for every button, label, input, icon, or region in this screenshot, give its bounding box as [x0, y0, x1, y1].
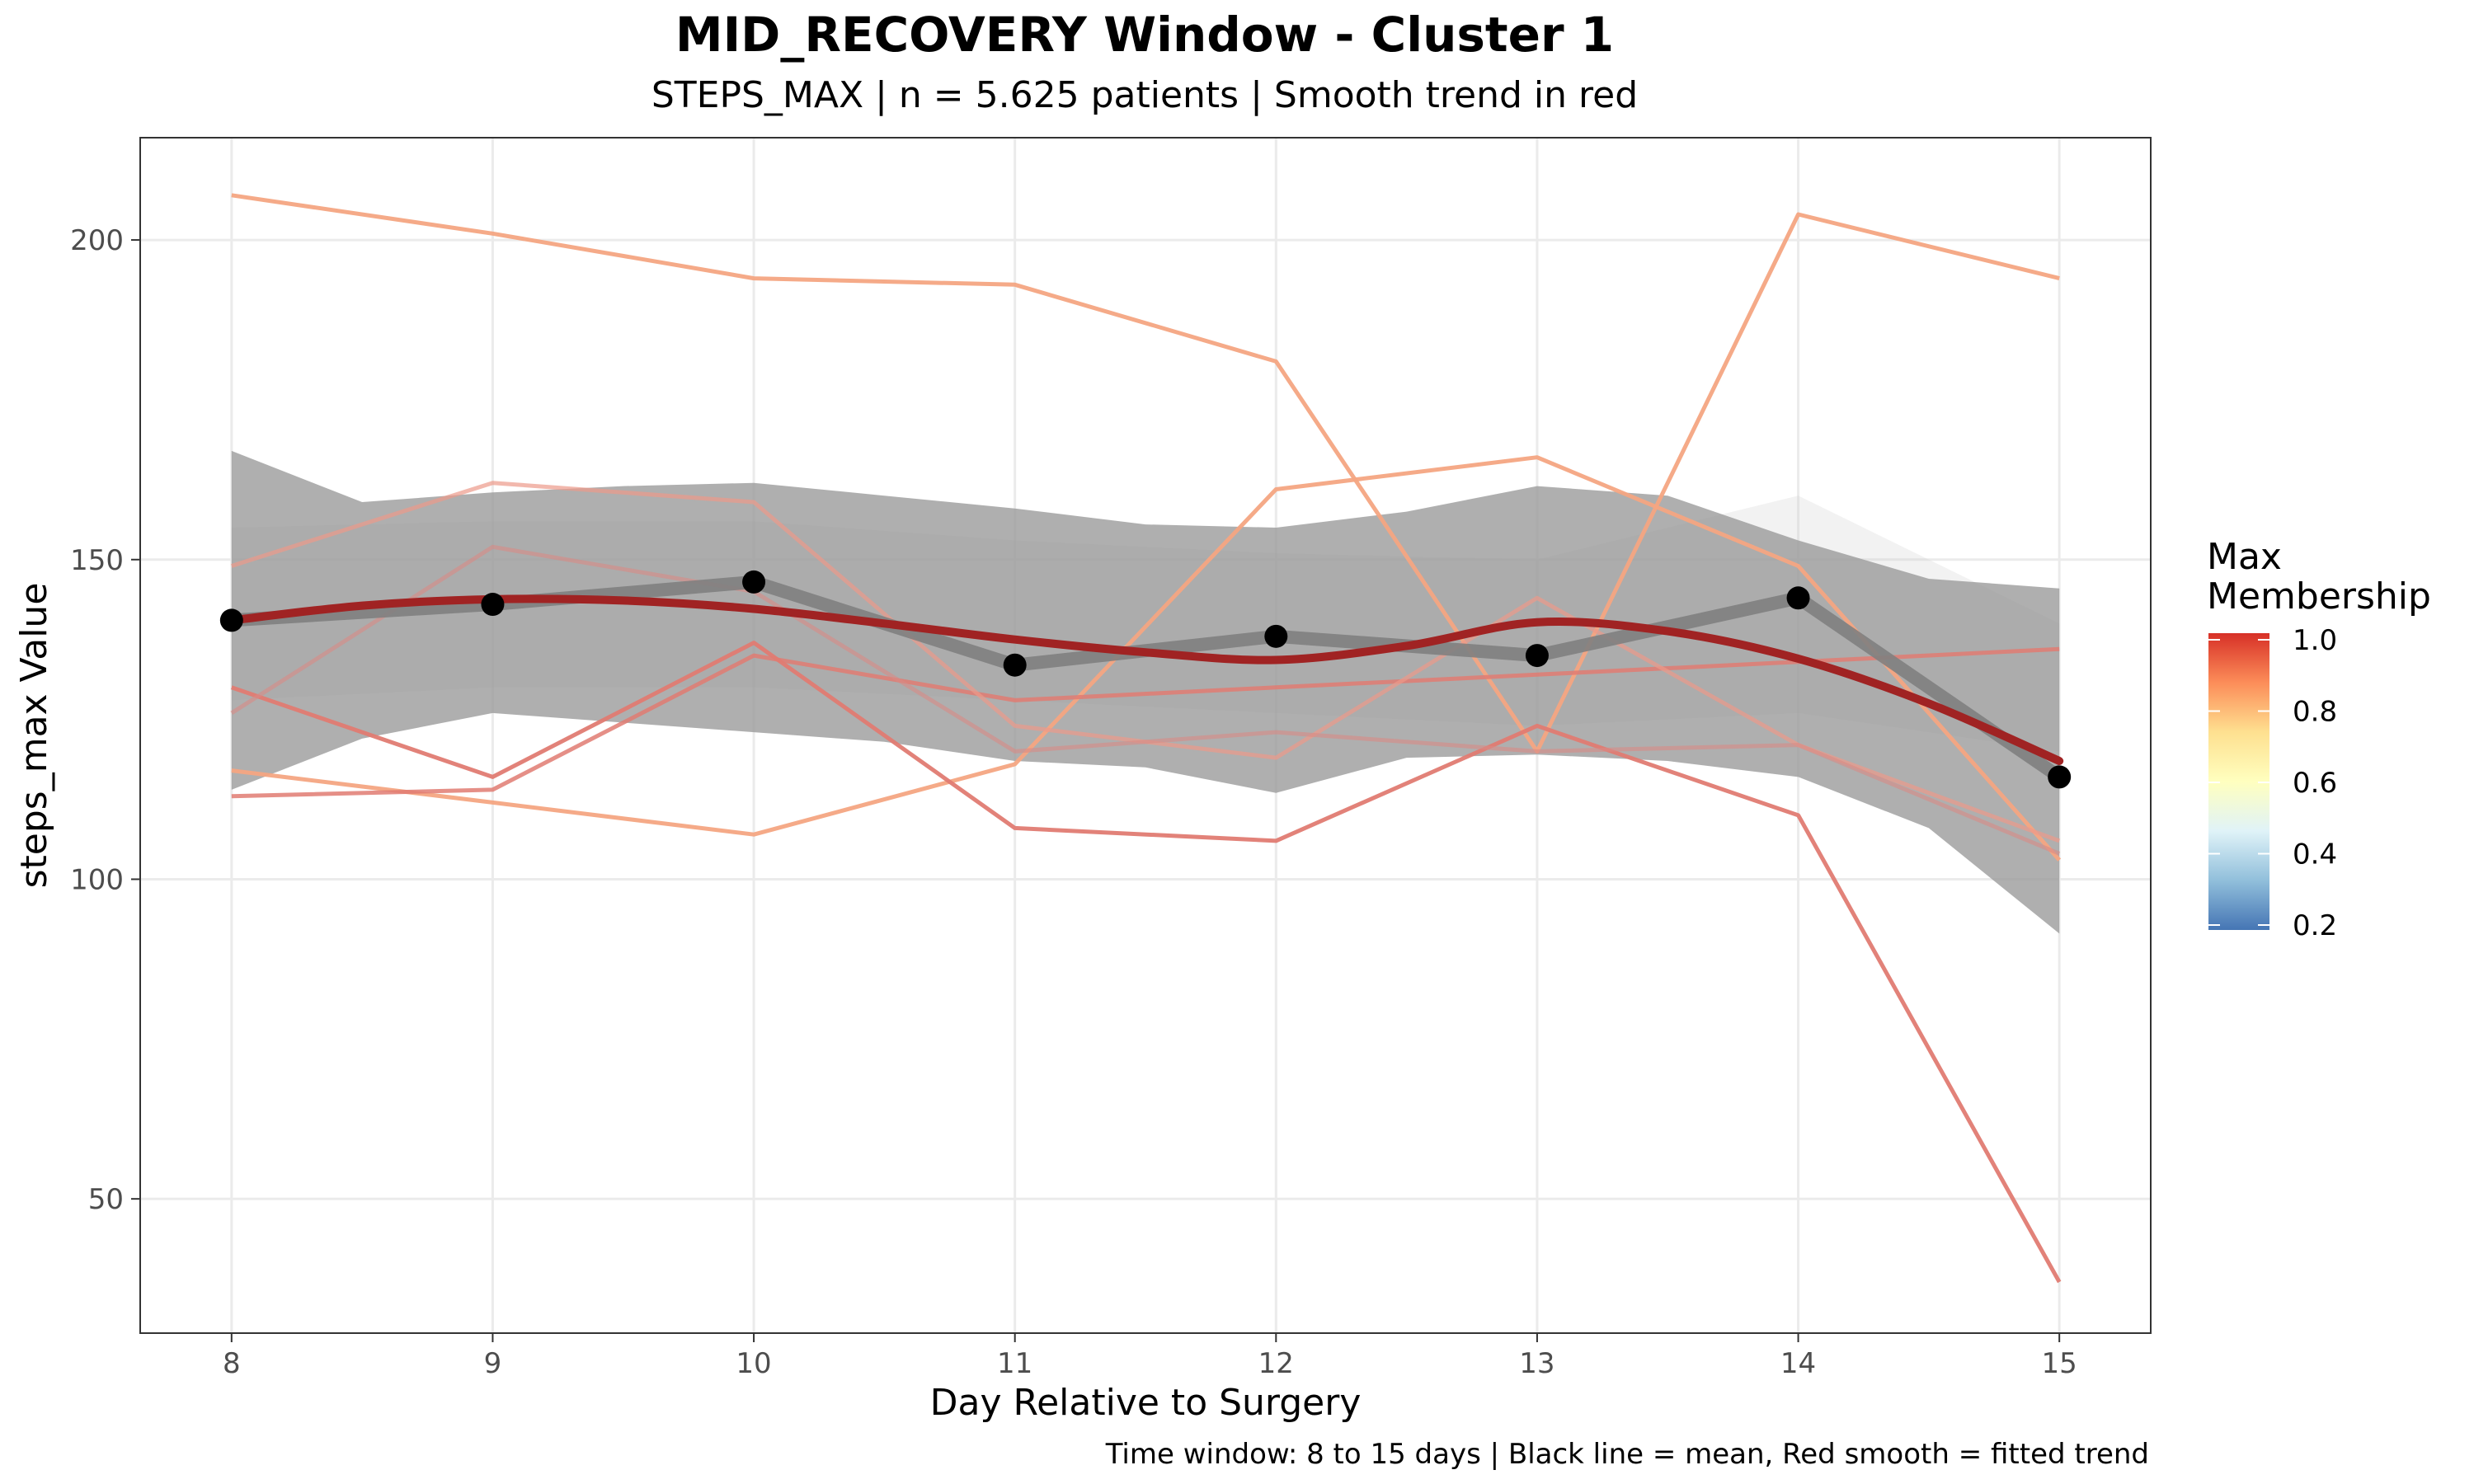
smooth-trend: [227, 594, 2064, 766]
legend-tick-label: 1.0: [2293, 624, 2337, 657]
legend-title-line2: Membership: [2207, 575, 2431, 618]
chart-title: MID_RECOVERY Window - Cluster 1: [675, 7, 1614, 63]
x-axis: 8 9 10 11 12 13 14 15: [223, 1333, 2077, 1380]
y-axis: 50 100 150 200: [70, 224, 140, 1216]
x-tick-label: 15: [2042, 1347, 2077, 1380]
mean-point: [742, 570, 766, 594]
x-tick-label: 11: [997, 1347, 1032, 1380]
smooth-trend-line: [227, 594, 2064, 766]
x-tick-label: 8: [223, 1347, 241, 1380]
x-axis-title: Day Relative to Surgery: [930, 1382, 1362, 1424]
y-axis-title: steps_max Value: [13, 583, 55, 889]
legend-tick-label: 0.8: [2293, 696, 2337, 729]
mean-point: [1003, 653, 1027, 677]
series-line-3: [230, 641, 2062, 1284]
chart-subtitle: STEPS_MAX | n = 5.625 patients | Smooth …: [651, 74, 1638, 116]
mean-point: [1525, 644, 1549, 668]
x-tick-label: 14: [1780, 1347, 1816, 1380]
x-tick-label: 10: [736, 1347, 771, 1380]
plot-border: [139, 137, 2152, 1334]
mean-point: [219, 608, 243, 632]
mean-point: [1264, 624, 1288, 648]
y-tick-label: 50: [88, 1183, 124, 1216]
mean-point: [2048, 765, 2072, 789]
series-line-4: [231, 646, 2060, 799]
legend: Max Membership 1.0 0.8 0.6 0.4 0.2: [2207, 536, 2431, 942]
y-tick-label: 200: [70, 224, 124, 257]
x-tick-label: 13: [1519, 1347, 1554, 1380]
series-line-6: [230, 544, 2061, 856]
legend-tick-label: 0.4: [2293, 838, 2337, 871]
chart-caption: Time window: 8 to 15 days | Black line =…: [1105, 1438, 2149, 1471]
x-tick-label: 12: [1258, 1347, 1294, 1380]
legend-title-line1: Max: [2207, 536, 2282, 578]
y-tick-label: 150: [70, 544, 124, 577]
legend-tick-label: 0.6: [2293, 767, 2337, 800]
x-tick-label: 9: [484, 1347, 502, 1380]
y-tick-label: 100: [70, 863, 124, 896]
series-line-2: [231, 455, 2062, 862]
legend-tick-label: 0.2: [2293, 909, 2337, 942]
mean-point: [1786, 586, 1810, 610]
mean-point: [481, 593, 505, 617]
legend-ticks: 1.0 0.8 0.6 0.4 0.2: [2208, 624, 2337, 942]
series-line-1: [231, 193, 2060, 754]
mean-points: [219, 570, 2072, 789]
patient-series: [230, 193, 2062, 1284]
